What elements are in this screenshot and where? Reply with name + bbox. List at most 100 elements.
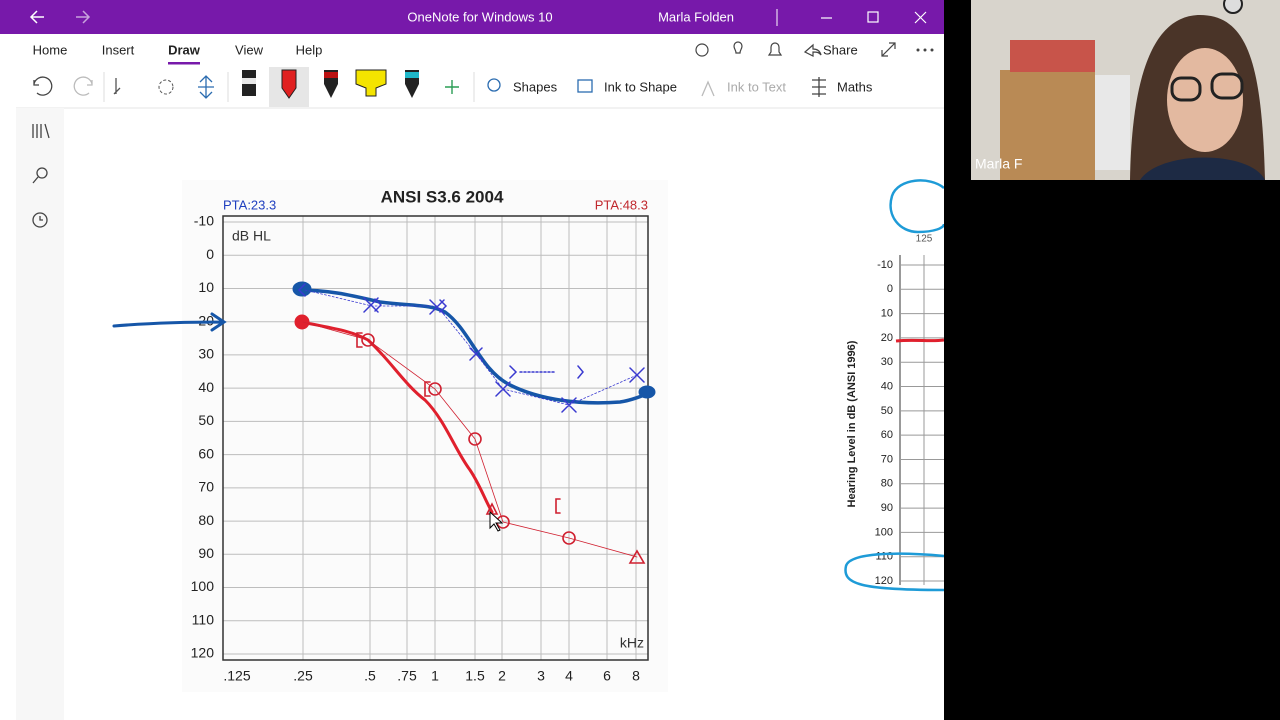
x-tick-label: 2 (498, 668, 506, 684)
x-tick-label: .125 (223, 668, 250, 684)
space-tool[interactable] (198, 75, 214, 99)
ink-red-line (300, 320, 494, 514)
ribbon-tab[interactable]: Help (296, 42, 323, 57)
x-tick-label: .25 (293, 668, 313, 684)
second-top-label: 125 (916, 234, 933, 245)
audiogram-frame (222, 215, 649, 661)
cabinet (1000, 70, 1095, 180)
y-tick-label: 80 (881, 478, 893, 490)
second-axis-title: Hearing Level in dB (ANSI 1996) (846, 340, 858, 507)
y-tick-label: 60 (198, 445, 214, 461)
ink-blue-dot (638, 385, 656, 399)
draw-toolbar (33, 67, 826, 107)
y-tick-label: 110 (192, 611, 215, 627)
more-icon[interactable] (916, 48, 934, 52)
ink-blue-line (294, 288, 654, 405)
window-controls (821, 11, 927, 24)
shapes-icon[interactable] (487, 78, 501, 92)
recent-button[interactable] (32, 212, 48, 228)
maths-icon[interactable] (812, 77, 826, 97)
search-button[interactable] (36, 167, 48, 179)
mouse-cursor (489, 510, 504, 532)
ribbon-tab[interactable]: Draw (168, 42, 201, 57)
y-tick-label: 100 (875, 526, 893, 538)
x-tick-label: 1.5 (465, 668, 485, 684)
drawers (1095, 75, 1130, 170)
left-ear-symbols (302, 321, 646, 564)
ideas-icon[interactable] (733, 41, 743, 54)
undo-button[interactable] (33, 76, 53, 96)
status-indicator (1223, 0, 1243, 14)
ink-to-text-icon[interactable] (701, 80, 715, 97)
ink-arrow (112, 312, 227, 332)
video-tile: Marla F (971, 0, 1280, 180)
y-tick-label: 40 (198, 379, 214, 395)
pen-red[interactable] (281, 69, 297, 99)
clock-hands (39, 216, 43, 221)
x-tick-label: 4 (565, 668, 573, 684)
back-button[interactable] (29, 10, 44, 24)
ink-strokes (112, 281, 656, 564)
redo-button[interactable] (73, 76, 93, 96)
ribbon-right-icons (695, 41, 896, 57)
add-pen[interactable] (445, 80, 459, 94)
lasso-tool[interactable] (158, 79, 174, 95)
y-tick-label: 30 (881, 356, 893, 368)
y-tick-label: 40 (881, 380, 893, 392)
ink-red-mark (895, 338, 945, 343)
active-tab-underline (168, 62, 200, 65)
tool-label[interactable]: Ink to Shape (604, 79, 677, 94)
search-handle (32, 176, 39, 184)
y-tick-label: 90 (881, 502, 893, 514)
y-tick-label: 70 (881, 453, 893, 465)
tool-label[interactable]: Maths (837, 79, 873, 94)
y-unit: dB HL (232, 228, 271, 244)
shelf-items (1010, 40, 1095, 72)
nav-rail (16, 108, 64, 720)
notebooks-button[interactable] (32, 123, 50, 139)
ribbon-tab[interactable]: Home (33, 42, 68, 57)
glasses (1170, 72, 1244, 102)
x-tick-label: 6 (603, 668, 611, 684)
pen-band (324, 72, 338, 78)
ribbon-tab[interactable]: View (235, 42, 264, 57)
audiogram-image (182, 180, 668, 692)
right-ear-symbols (297, 283, 645, 413)
x-tick-label: .75 (397, 668, 417, 684)
close-button[interactable] (914, 11, 927, 24)
window-title: OneNote for Windows 10 (407, 9, 552, 24)
expand-icon[interactable] (881, 42, 896, 57)
highlighter-yellow[interactable] (355, 69, 387, 97)
pen-band (242, 78, 256, 84)
y-tick-label: 100 (191, 578, 215, 594)
x-unit: kHz (620, 635, 644, 651)
y-tick-label: 20 (198, 312, 214, 328)
tool-label[interactable]: Ink to Text (727, 79, 786, 94)
maximize-button[interactable] (867, 11, 879, 23)
x-tick-label: 1 (431, 668, 439, 684)
title-bar (0, 0, 944, 34)
ink-red-dot (294, 314, 310, 330)
y-tick-label: 20 (881, 332, 893, 344)
nav-icons (32, 123, 50, 228)
share-icon[interactable] (803, 43, 822, 57)
user-name[interactable]: Marla Folden (658, 9, 734, 24)
sync-icon[interactable] (695, 43, 709, 57)
tool-label[interactable]: Shapes (513, 79, 558, 94)
ink-to-shape-icon[interactable] (577, 79, 593, 93)
share-label[interactable]: Share (823, 42, 858, 57)
forward-button[interactable] (76, 10, 91, 24)
type-select-tool[interactable] (113, 78, 121, 95)
y-tick-label: 50 (198, 412, 214, 428)
pta-right: PTA:48.3 (595, 197, 648, 212)
ribbon-tab[interactable]: Insert (102, 42, 135, 57)
participant-name: Marla F (975, 156, 1022, 172)
shirt (1140, 157, 1265, 180)
y-tick-label: 80 (198, 512, 214, 528)
y-tick-label: 60 (881, 429, 893, 441)
notifications-icon[interactable] (767, 42, 783, 56)
ribbon-tool-labels: Shapes Ink to Shape Ink to Text Maths (513, 79, 873, 94)
ink-blue-circle (889, 179, 946, 234)
ribbon-tabs: Home Insert Draw View Help (33, 42, 323, 65)
